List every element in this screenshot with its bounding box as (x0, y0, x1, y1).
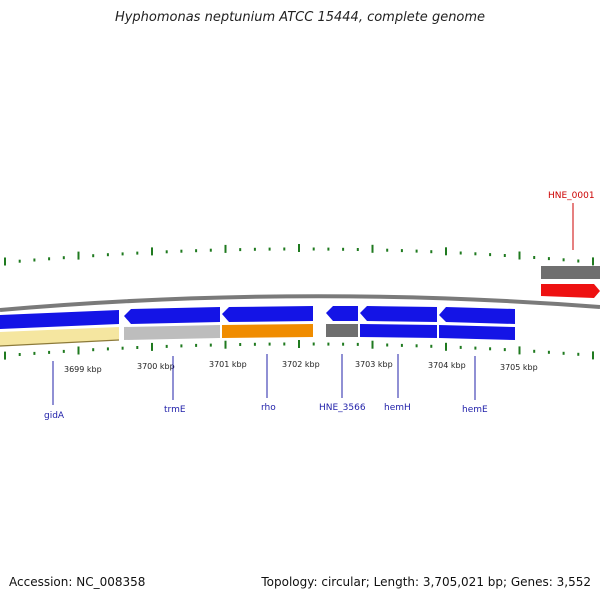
gene-hemH[interactable] (360, 306, 437, 322)
secondary-backbone (0, 339, 120, 347)
genome-backbone (0, 294, 600, 312)
gene-block-HNE_0001-gray (541, 266, 600, 279)
tick-marks-bottom (4, 340, 594, 360)
gene-label-hemH[interactable]: hemH (384, 403, 411, 413)
kbp-label-3700: 3700 kbp (137, 362, 175, 371)
kbp-label-3702: 3702 kbp (282, 360, 320, 369)
gene-gidA[interactable] (0, 310, 119, 329)
gene-label-gidA[interactable]: gidA (44, 411, 65, 421)
kbp-label-3703: 3703 kbp (355, 360, 393, 369)
accession-text: Accession: NC_008358 (9, 575, 146, 589)
kbp-label-3705: 3705 kbp (500, 363, 538, 372)
genome-summary-text: Topology: circular; Length: 3,705,021 bp… (261, 575, 591, 589)
gene-rho[interactable] (222, 306, 313, 322)
gene-label-hemE[interactable]: hemE (462, 405, 488, 415)
gene-label-HNE_3566[interactable]: HNE_3566 (319, 403, 366, 413)
gene-HNE_3566[interactable] (326, 306, 358, 321)
gene-hemE[interactable] (439, 307, 515, 324)
kbp-label-3704: 3704 kbp (428, 361, 466, 370)
kbp-label-3701: 3701 kbp (209, 360, 247, 369)
gene-label-trmE[interactable]: trmE (164, 405, 186, 415)
gene-block-HNE_3566-darkgray (326, 324, 358, 337)
gene-label-HNE_0001[interactable]: HNE_0001 (548, 191, 595, 201)
kbp-label-3699: 3699 kbp (64, 365, 102, 374)
map-title: Hyphomonas neptunium ATCC 15444, complet… (114, 10, 486, 25)
gene-trmE[interactable] (124, 307, 220, 324)
gene-block-trmE-gray (124, 325, 220, 340)
gene-label-rho[interactable]: rho (261, 403, 276, 413)
gene-HNE_0001[interactable] (541, 284, 600, 298)
gene-block-rho-orange (222, 324, 313, 338)
tick-marks-top (4, 244, 594, 266)
gene-block-hemH-blue (360, 324, 437, 338)
gene-block-hemE-blue (439, 325, 515, 340)
